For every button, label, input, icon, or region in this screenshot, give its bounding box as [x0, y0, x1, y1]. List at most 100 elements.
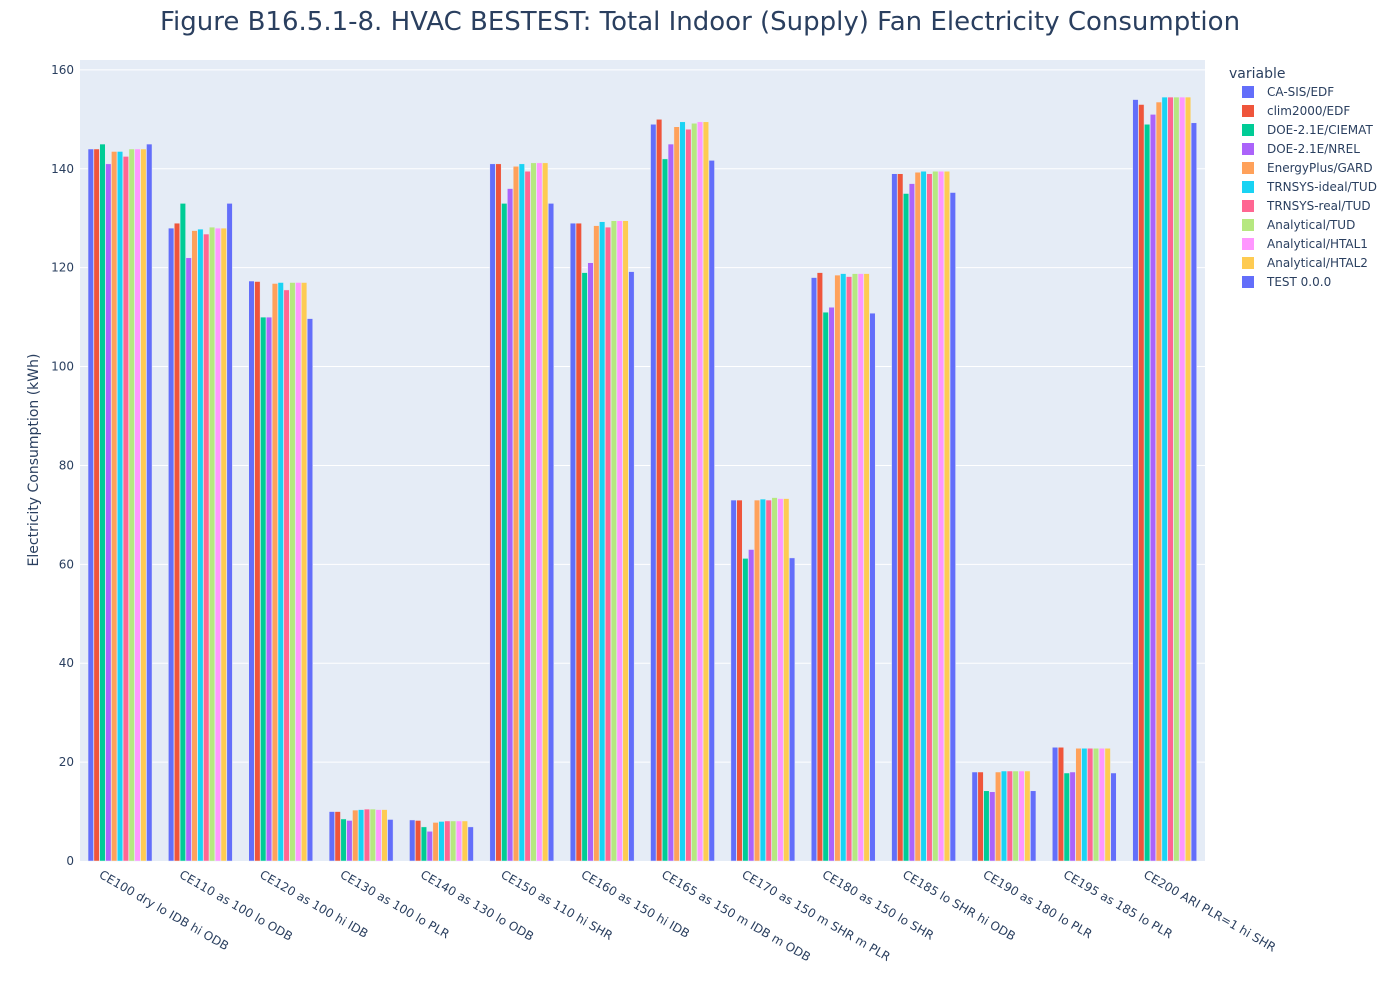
bar[interactable]	[524, 171, 531, 862]
legend-swatch[interactable]	[1242, 162, 1254, 174]
bar[interactable]	[754, 499, 761, 862]
bar[interactable]	[1104, 748, 1111, 862]
bar[interactable]	[846, 276, 853, 862]
bar[interactable]	[93, 148, 100, 862]
bar[interactable]	[266, 316, 273, 862]
bar[interactable]	[691, 123, 698, 862]
bar[interactable]	[661, 158, 669, 862]
bar[interactable]	[1155, 101, 1162, 862]
bar[interactable]	[168, 227, 175, 862]
bar[interactable]	[593, 225, 600, 862]
legend-swatch[interactable]	[1242, 257, 1254, 269]
bar[interactable]	[134, 148, 141, 862]
bar[interactable]	[828, 306, 835, 862]
bar[interactable]	[622, 220, 629, 862]
bar[interactable]	[542, 162, 549, 862]
bar[interactable]	[122, 156, 129, 862]
bar[interactable]	[415, 820, 422, 862]
bar[interactable]	[260, 316, 267, 862]
bar[interactable]	[1173, 96, 1180, 862]
bar[interactable]	[426, 831, 433, 862]
legend-label[interactable]: EnergyPlus/GARD	[1267, 161, 1373, 175]
legend-swatch[interactable]	[1242, 200, 1254, 212]
bar[interactable]	[501, 203, 508, 862]
bar[interactable]	[1149, 114, 1156, 862]
legend-label[interactable]: Analytical/HTAL1	[1267, 237, 1368, 251]
legend-swatch[interactable]	[1242, 238, 1254, 250]
bar[interactable]	[995, 771, 1002, 862]
legend-label[interactable]: clim2000/EDF	[1267, 104, 1350, 118]
bar[interactable]	[650, 124, 657, 862]
bar[interactable]	[938, 171, 945, 862]
bar[interactable]	[789, 557, 796, 862]
bar[interactable]	[185, 257, 192, 862]
bar[interactable]	[432, 822, 439, 862]
bar[interactable]	[1087, 748, 1094, 862]
bar[interactable]	[117, 151, 124, 862]
bar[interactable]	[306, 318, 313, 862]
bar[interactable]	[1190, 122, 1197, 862]
bar[interactable]	[140, 148, 147, 862]
legend-swatch[interactable]	[1242, 124, 1254, 136]
bar[interactable]	[536, 162, 543, 862]
legend-swatch[interactable]	[1242, 86, 1254, 98]
bar[interactable]	[1057, 747, 1064, 862]
bar[interactable]	[604, 226, 612, 862]
bar[interactable]	[1006, 770, 1013, 862]
bar[interactable]	[811, 277, 818, 862]
bar[interactable]	[420, 826, 427, 862]
bar[interactable]	[983, 790, 990, 862]
bar[interactable]	[575, 222, 582, 862]
bar[interactable]	[771, 497, 778, 862]
legend[interactable]: variable CA-SIS/EDF clim2000/EDF DOE-2.1E/…	[1229, 66, 1377, 289]
bar[interactable]	[857, 273, 864, 862]
bar[interactable]	[128, 148, 135, 862]
bar[interactable]	[289, 282, 296, 862]
bar[interactable]	[891, 173, 898, 862]
legend-swatch[interactable]	[1242, 143, 1254, 155]
bar[interactable]	[146, 143, 153, 862]
bar[interactable]	[822, 311, 829, 862]
bar[interactable]	[220, 227, 227, 862]
bar[interactable]	[748, 549, 755, 862]
bar[interactable]	[438, 821, 445, 862]
bar[interactable]	[352, 809, 359, 862]
bar[interactable]	[587, 262, 594, 862]
bar[interactable]	[897, 173, 904, 862]
bar[interactable]	[977, 771, 984, 862]
bar[interactable]	[1185, 96, 1192, 862]
legend-swatch[interactable]	[1242, 105, 1254, 117]
bar[interactable]	[708, 160, 715, 862]
bar[interactable]	[214, 227, 221, 862]
bar[interactable]	[949, 192, 956, 862]
bar[interactable]	[685, 128, 692, 862]
bar[interactable]	[105, 163, 112, 862]
bar[interactable]	[599, 221, 606, 862]
bar[interactable]	[346, 820, 353, 862]
bar[interactable]	[87, 148, 94, 862]
bar[interactable]	[777, 498, 784, 862]
bar[interactable]	[301, 282, 308, 862]
legend-label[interactable]: TEST 0.0.0	[1266, 275, 1331, 289]
bar[interactable]	[369, 808, 376, 862]
bar[interactable]	[736, 499, 743, 862]
legend-label[interactable]: TRNSYS-ideal/TUD	[1266, 180, 1377, 194]
bar[interactable]	[1144, 124, 1151, 862]
bar[interactable]	[271, 283, 278, 862]
bar[interactable]	[387, 819, 394, 862]
bar[interactable]	[943, 171, 950, 862]
bar[interactable]	[512, 166, 519, 862]
bar[interactable]	[1000, 770, 1007, 862]
bar[interactable]	[99, 143, 106, 862]
bar[interactable]	[455, 820, 463, 862]
bar[interactable]	[1018, 770, 1025, 862]
legend-label[interactable]: Analytical/HTAL2	[1267, 256, 1368, 270]
bar[interactable]	[363, 808, 370, 862]
bar[interactable]	[375, 809, 382, 862]
bar[interactable]	[197, 228, 204, 862]
bar[interactable]	[1138, 104, 1145, 862]
bar[interactable]	[1081, 748, 1088, 862]
bar[interactable]	[610, 220, 617, 862]
bar[interactable]	[673, 126, 680, 862]
bar[interactable]	[254, 281, 261, 862]
